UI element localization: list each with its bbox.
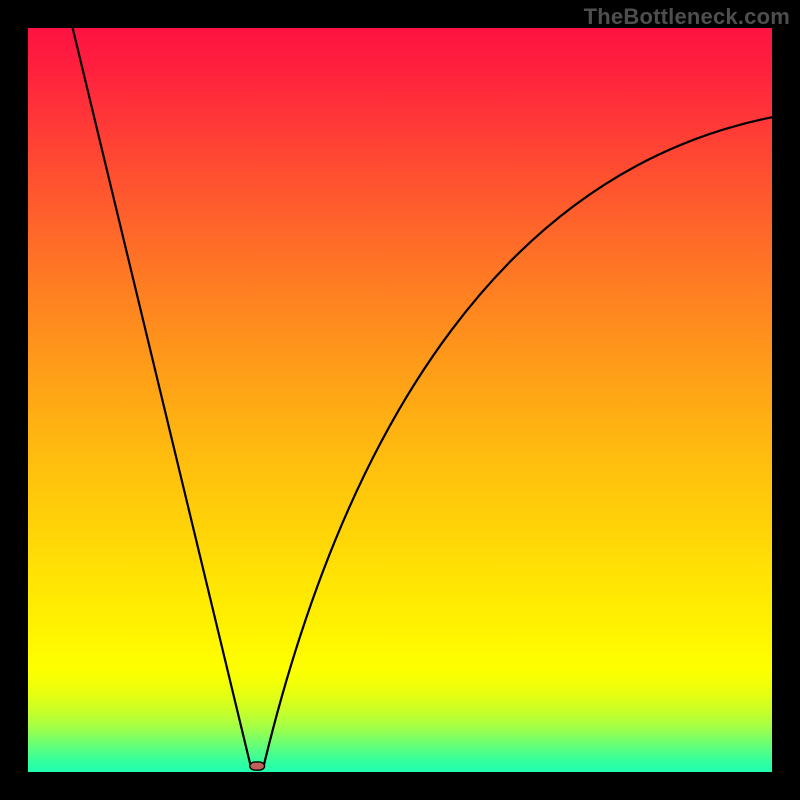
optimum-marker[interactable] [250, 762, 265, 770]
plot-background [28, 28, 772, 772]
chart-svg [28, 28, 772, 772]
watermark-text: TheBottleneck.com [584, 4, 790, 30]
bottleneck-chart [28, 28, 772, 772]
